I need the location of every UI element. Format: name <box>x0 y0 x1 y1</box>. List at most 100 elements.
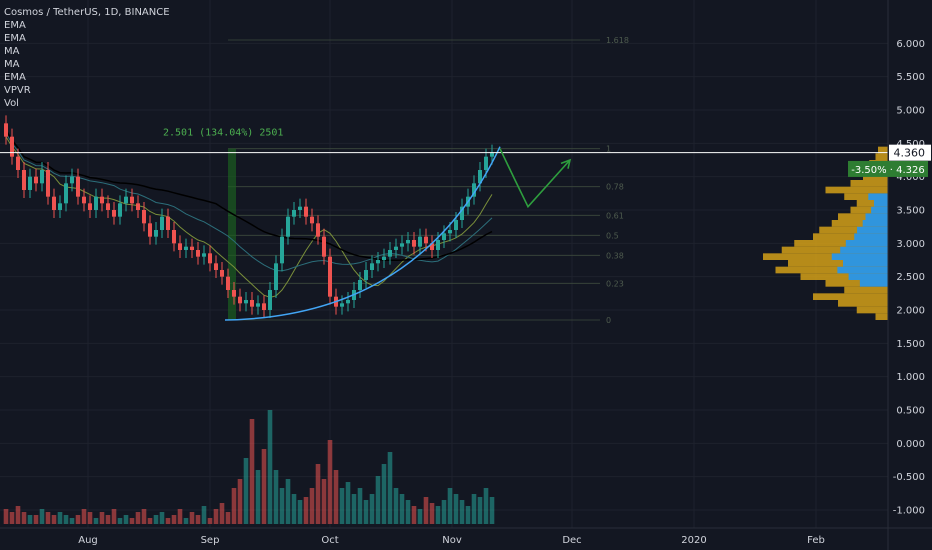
volume-bar <box>255 470 261 524</box>
vpvr-row-down <box>838 213 888 220</box>
y-tick-label: 3.500 <box>896 206 925 217</box>
candle-body <box>64 183 68 204</box>
volume-bar <box>267 410 273 524</box>
candle-body <box>274 263 278 290</box>
current-price-badge <box>889 144 931 161</box>
indicator-vol[interactable]: Vol <box>4 98 19 109</box>
fib-level-label: 0.23 <box>606 279 624 288</box>
candle-body <box>76 176 80 197</box>
volume-bar <box>315 464 321 524</box>
indicator-vpvr[interactable]: VPVR <box>4 85 31 96</box>
volume-bar <box>123 515 129 524</box>
candle-body <box>424 236 428 244</box>
candle-body <box>136 203 140 210</box>
vpvr-row-down <box>878 146 888 154</box>
indicator-ma-1[interactable]: MA <box>4 46 20 57</box>
candle-body <box>418 236 422 247</box>
volume-bar <box>3 509 9 524</box>
candle-body <box>124 196 128 204</box>
vpvr-row-down <box>838 300 888 307</box>
projection-arrow <box>499 148 571 209</box>
candle-body <box>376 260 380 264</box>
candle-body <box>94 196 98 210</box>
volume-bar <box>393 488 399 524</box>
y-tick-label: 4.000 <box>896 172 925 183</box>
candle-body <box>172 230 176 244</box>
volume-bar <box>57 512 63 524</box>
volume-bar <box>261 449 267 524</box>
volume-bar <box>93 518 99 524</box>
volume-bar <box>327 440 333 524</box>
candle-body <box>226 276 230 290</box>
indicator-ema-2[interactable]: EMA <box>4 33 26 44</box>
moving-averages <box>5 129 493 298</box>
candle-body <box>328 256 332 297</box>
volume-bar <box>165 518 171 524</box>
vpvr-row-down <box>825 186 888 194</box>
candle-body <box>232 290 236 297</box>
volume-bar <box>291 494 297 524</box>
candle-body <box>316 223 320 237</box>
candle-body <box>130 196 134 204</box>
candle-body <box>268 290 272 310</box>
volume-bar <box>483 488 489 524</box>
indicator-ema-1[interactable]: EMA <box>4 20 26 31</box>
volume-bar <box>231 488 237 524</box>
vpvr-row-down <box>800 273 888 280</box>
vpvr-row-down <box>850 180 888 187</box>
volume-bar <box>63 515 69 524</box>
x-tick-label: Sep <box>201 535 220 546</box>
vpvr-row-down <box>813 233 888 240</box>
candle-body <box>148 223 152 237</box>
y-tick-label: -1.000 <box>893 506 925 517</box>
candle-body <box>454 220 458 230</box>
volume-bar <box>297 500 303 524</box>
candle-body <box>28 176 32 190</box>
volume-bar <box>141 509 147 524</box>
volume-bar <box>15 506 21 524</box>
volume-bar <box>243 458 249 524</box>
candle-body <box>256 303 260 307</box>
volume-bar <box>489 497 495 524</box>
candle-body <box>382 256 386 260</box>
volume-bar <box>477 497 483 524</box>
volume-bar <box>99 512 105 524</box>
candle-body <box>52 196 56 210</box>
measure-label: 2.501 (134.04%) 2501 <box>163 127 283 138</box>
y-tick-label: 5.500 <box>896 72 925 83</box>
volume-bar <box>381 464 387 524</box>
y-tick-label: 5.000 <box>896 106 925 117</box>
fib-level-label: 0 <box>606 316 611 325</box>
vpvr-row-down <box>825 280 888 287</box>
x-tick-label: Aug <box>78 535 98 546</box>
vpvr-row-down <box>844 286 888 294</box>
volume-bar <box>387 452 393 524</box>
candle-body <box>106 203 110 210</box>
volume-bar <box>285 479 291 524</box>
candle-body <box>178 243 182 250</box>
volume-bar <box>51 515 57 524</box>
x-tick-label: 2020 <box>681 535 706 546</box>
volume-bar <box>369 494 375 524</box>
candle-body <box>490 152 494 157</box>
candle-body <box>10 136 14 157</box>
ma-line-short <box>5 136 493 298</box>
volume-bar <box>399 494 405 524</box>
volume-bar <box>417 509 423 524</box>
candle-body <box>286 216 290 237</box>
indicator-ema-3[interactable]: EMA <box>4 72 26 83</box>
volume-bar <box>201 506 207 524</box>
vpvr-row-down <box>856 200 888 207</box>
indicator-ma-2[interactable]: MA <box>4 59 20 70</box>
candle-body <box>298 206 302 210</box>
volume-bar <box>147 518 153 524</box>
x-tick-label: Dec <box>562 535 581 546</box>
candle-body <box>100 196 104 204</box>
volume-bar <box>225 512 231 524</box>
x-tick-label: Oct <box>321 535 338 546</box>
vpvr-row-up <box>837 266 888 274</box>
volume-bar <box>45 512 51 524</box>
candle-body <box>394 246 398 250</box>
fib-level-label: 1.618 <box>606 36 629 45</box>
